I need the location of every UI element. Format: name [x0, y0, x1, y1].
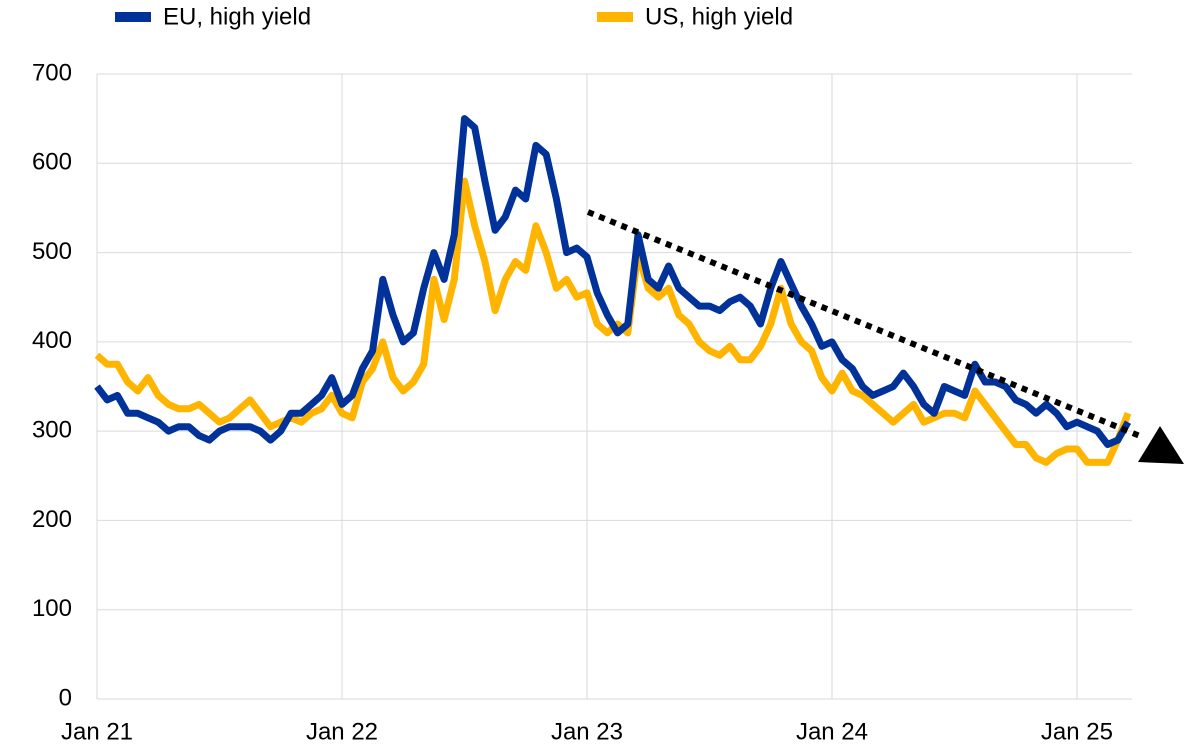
y-tick-label: 700 [32, 59, 72, 86]
legend-swatch [597, 12, 633, 22]
y-tick-label: 600 [32, 149, 72, 176]
arrow-head [1138, 426, 1184, 464]
x-tick-label: Jan 23 [551, 718, 623, 745]
y-tick-label: 100 [32, 595, 72, 622]
legend-label: US, high yield [645, 3, 793, 30]
trend-arrow [586, 209, 1142, 439]
x-tick-label: Jan 24 [796, 718, 868, 745]
x-tick-label: Jan 21 [61, 718, 133, 745]
x-tick-label: Jan 25 [1041, 718, 1113, 745]
y-tick-label: 0 [59, 684, 72, 711]
lines [94, 115, 1132, 466]
x-tick-label: Jan 22 [306, 718, 378, 745]
series-line [94, 115, 1132, 448]
y-tick-label: 500 [32, 238, 72, 265]
legend-swatch [115, 12, 151, 22]
grid [96, 73, 1132, 700]
y-tick-label: 300 [32, 416, 72, 443]
y-tick-label: 400 [32, 327, 72, 354]
y-tick-label: 200 [32, 506, 72, 533]
legend-label: EU, high yield [163, 3, 311, 30]
